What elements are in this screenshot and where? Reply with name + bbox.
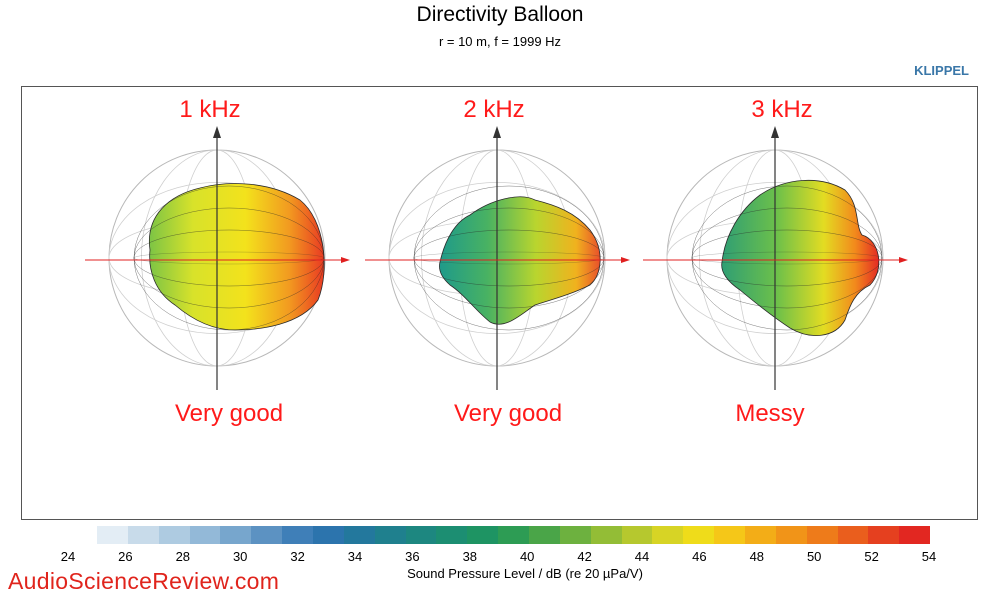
panel-3-mesh-line: [691, 185, 883, 331]
colorbar-swatch: [127, 526, 159, 544]
panel-3-verdict-label: Messy: [735, 400, 805, 427]
panel-3-horizontal-arrowhead: [899, 257, 908, 263]
panel-1-mesh-line: [133, 229, 325, 287]
panel-1-mesh-line: [133, 207, 325, 309]
colorbar-tick-label: 36: [405, 549, 420, 564]
panel-2-mesh-line: [413, 229, 605, 287]
chart-subtitle: r = 10 m, f = 1999 Hz: [438, 34, 562, 49]
chart-title: Directivity Balloon: [416, 3, 584, 26]
colorbar-tick-label: 26: [118, 549, 133, 564]
colorbar-tick-label: 28: [175, 549, 191, 564]
colorbar-tick-label: 42: [577, 549, 592, 564]
panel-2-mesh-line: [413, 185, 605, 331]
panel-3-vertical-arrowhead: [771, 126, 779, 138]
panel-3-mesh-line: [691, 207, 883, 309]
panel-1-vertical-arrowhead: [213, 126, 221, 138]
brand-label: KLIPPEL: [914, 63, 969, 78]
colorbar-tick-label: 24: [60, 549, 76, 564]
colorbar-swatch: [343, 526, 375, 544]
panel-1-mesh-line: [133, 207, 325, 309]
colorbar-swatch: [714, 526, 746, 544]
colorbar-tick-label: 54: [921, 549, 937, 564]
colorbar-swatch: [868, 526, 900, 544]
colorbar-swatch: [559, 526, 591, 544]
colorbar-swatch: [405, 526, 437, 544]
colorbar-swatch: [498, 526, 530, 544]
colorbar-swatch: [436, 526, 468, 544]
colorbar-swatch: [806, 526, 838, 544]
colorbar-tick-label: 38: [462, 549, 478, 564]
panel-2-mesh-line: [413, 185, 605, 331]
panel-3-balloon: [721, 179, 880, 336]
panel-2-mesh-line: [413, 251, 605, 265]
colorbar-tick-label: 32: [290, 549, 305, 564]
colorbar-swatch: [683, 526, 715, 544]
panel-1-mesh-line: [133, 251, 325, 265]
panel-1-mesh-line: [133, 229, 325, 287]
panel-3-mesh-line: [691, 251, 883, 265]
colorbar-swatch: [467, 526, 499, 544]
panel-2-mesh-line: [413, 207, 605, 309]
colorbar-tick-label: 48: [749, 549, 765, 564]
panel-1-mesh-line: [133, 185, 325, 331]
colorbar-tick-label: 30: [232, 549, 248, 564]
panel-2-vertical-arrowhead: [493, 126, 501, 138]
colorbar-tick-label: 44: [634, 549, 650, 564]
colorbar-swatch: [590, 526, 622, 544]
colorbar-swatch: [899, 526, 931, 544]
colorbar-tick-label: 34: [347, 549, 363, 564]
colorbar: [97, 526, 931, 544]
colorbar-swatch: [837, 526, 869, 544]
panel-1-balloon: [148, 183, 325, 331]
colorbar-swatch: [745, 526, 776, 544]
colorbar-tick-label: 40: [519, 549, 535, 564]
panel-3-mesh-line: [691, 229, 883, 287]
panel-2-verdict-label: Very good: [453, 400, 563, 427]
panel-3-mesh-line: [691, 185, 883, 331]
panel-2-frequency-label: 2 kHz: [463, 96, 525, 123]
panel-3-mesh-line: [691, 229, 883, 287]
colorbar-label: Sound Pressure Level / dB (re 20 µPa/V): [407, 566, 643, 581]
panel-2-mesh-line: [413, 207, 605, 309]
panel-1-mesh-line: [133, 185, 325, 331]
colorbar-swatch: [374, 526, 406, 544]
colorbar-swatch: [313, 526, 344, 544]
panel-2-balloon: [439, 196, 601, 325]
colorbar-swatch: [220, 526, 252, 544]
colorbar-swatch: [529, 526, 560, 544]
colorbar-swatch: [251, 526, 283, 544]
colorbar-tick-label: 52: [864, 549, 879, 564]
panel-1-frequency-label: 1 kHz: [179, 96, 241, 123]
colorbar-swatch: [775, 526, 807, 544]
colorbar-tick-label: 50: [806, 549, 822, 564]
panel-3-mesh-line: [691, 207, 883, 309]
colorbar-swatch: [282, 526, 314, 544]
colorbar-swatch: [189, 526, 221, 544]
watermark: AudioScienceReview.com: [8, 568, 280, 594]
colorbar-swatch: [652, 526, 684, 544]
panel-2-mesh-line: [413, 229, 605, 287]
colorbar-tick-label: 46: [692, 549, 707, 564]
colorbar-swatch: [97, 526, 128, 544]
panel-1-verdict-label: Very good: [174, 400, 284, 427]
panel-2-horizontal-arrowhead: [621, 257, 630, 263]
colorbar-swatch: [158, 526, 190, 544]
colorbar-swatch: [621, 526, 653, 544]
panel-1-horizontal-arrowhead: [341, 257, 350, 263]
panel-3-frequency-label: 3 kHz: [751, 96, 813, 123]
